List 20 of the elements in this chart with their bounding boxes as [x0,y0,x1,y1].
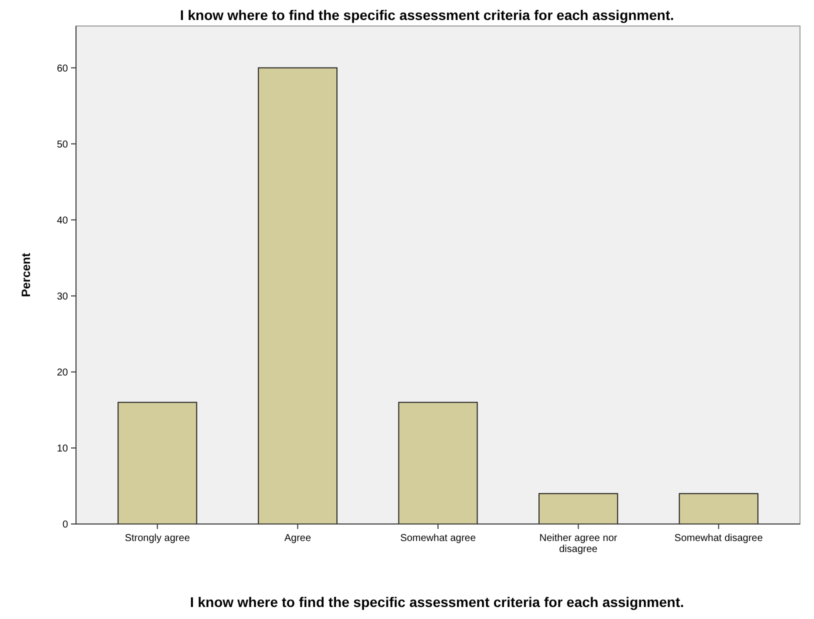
x-tick-label: Agree [284,533,312,544]
x-tick-label: Strongly agree [124,533,190,544]
y-tick-label: 40 [56,215,68,226]
bar [678,493,758,524]
y-tick-label: 50 [56,139,68,150]
y-axis-title: Percent [19,252,33,298]
x-axis-title: I know where to find the specific assessment criteria for each assignment. [190,594,684,610]
bar [118,402,198,524]
y-tick-label: 0 [62,520,68,530]
bar [398,402,478,524]
x-tick-label: Somewhat agree [400,533,476,544]
y-tick-label: 10 [56,443,68,454]
x-tick-label: Somewhat disagree [674,533,764,544]
y-tick-label: 60 [56,63,68,74]
chart-title: I know where to find the specific assessment criteria for each assignment. [180,7,674,23]
y-tick-label: 20 [56,367,68,378]
x-tick-label: Neither agree nor disagree [539,533,618,555]
bar [258,67,338,524]
bar [538,493,618,524]
y-tick-label: 30 [56,291,68,302]
